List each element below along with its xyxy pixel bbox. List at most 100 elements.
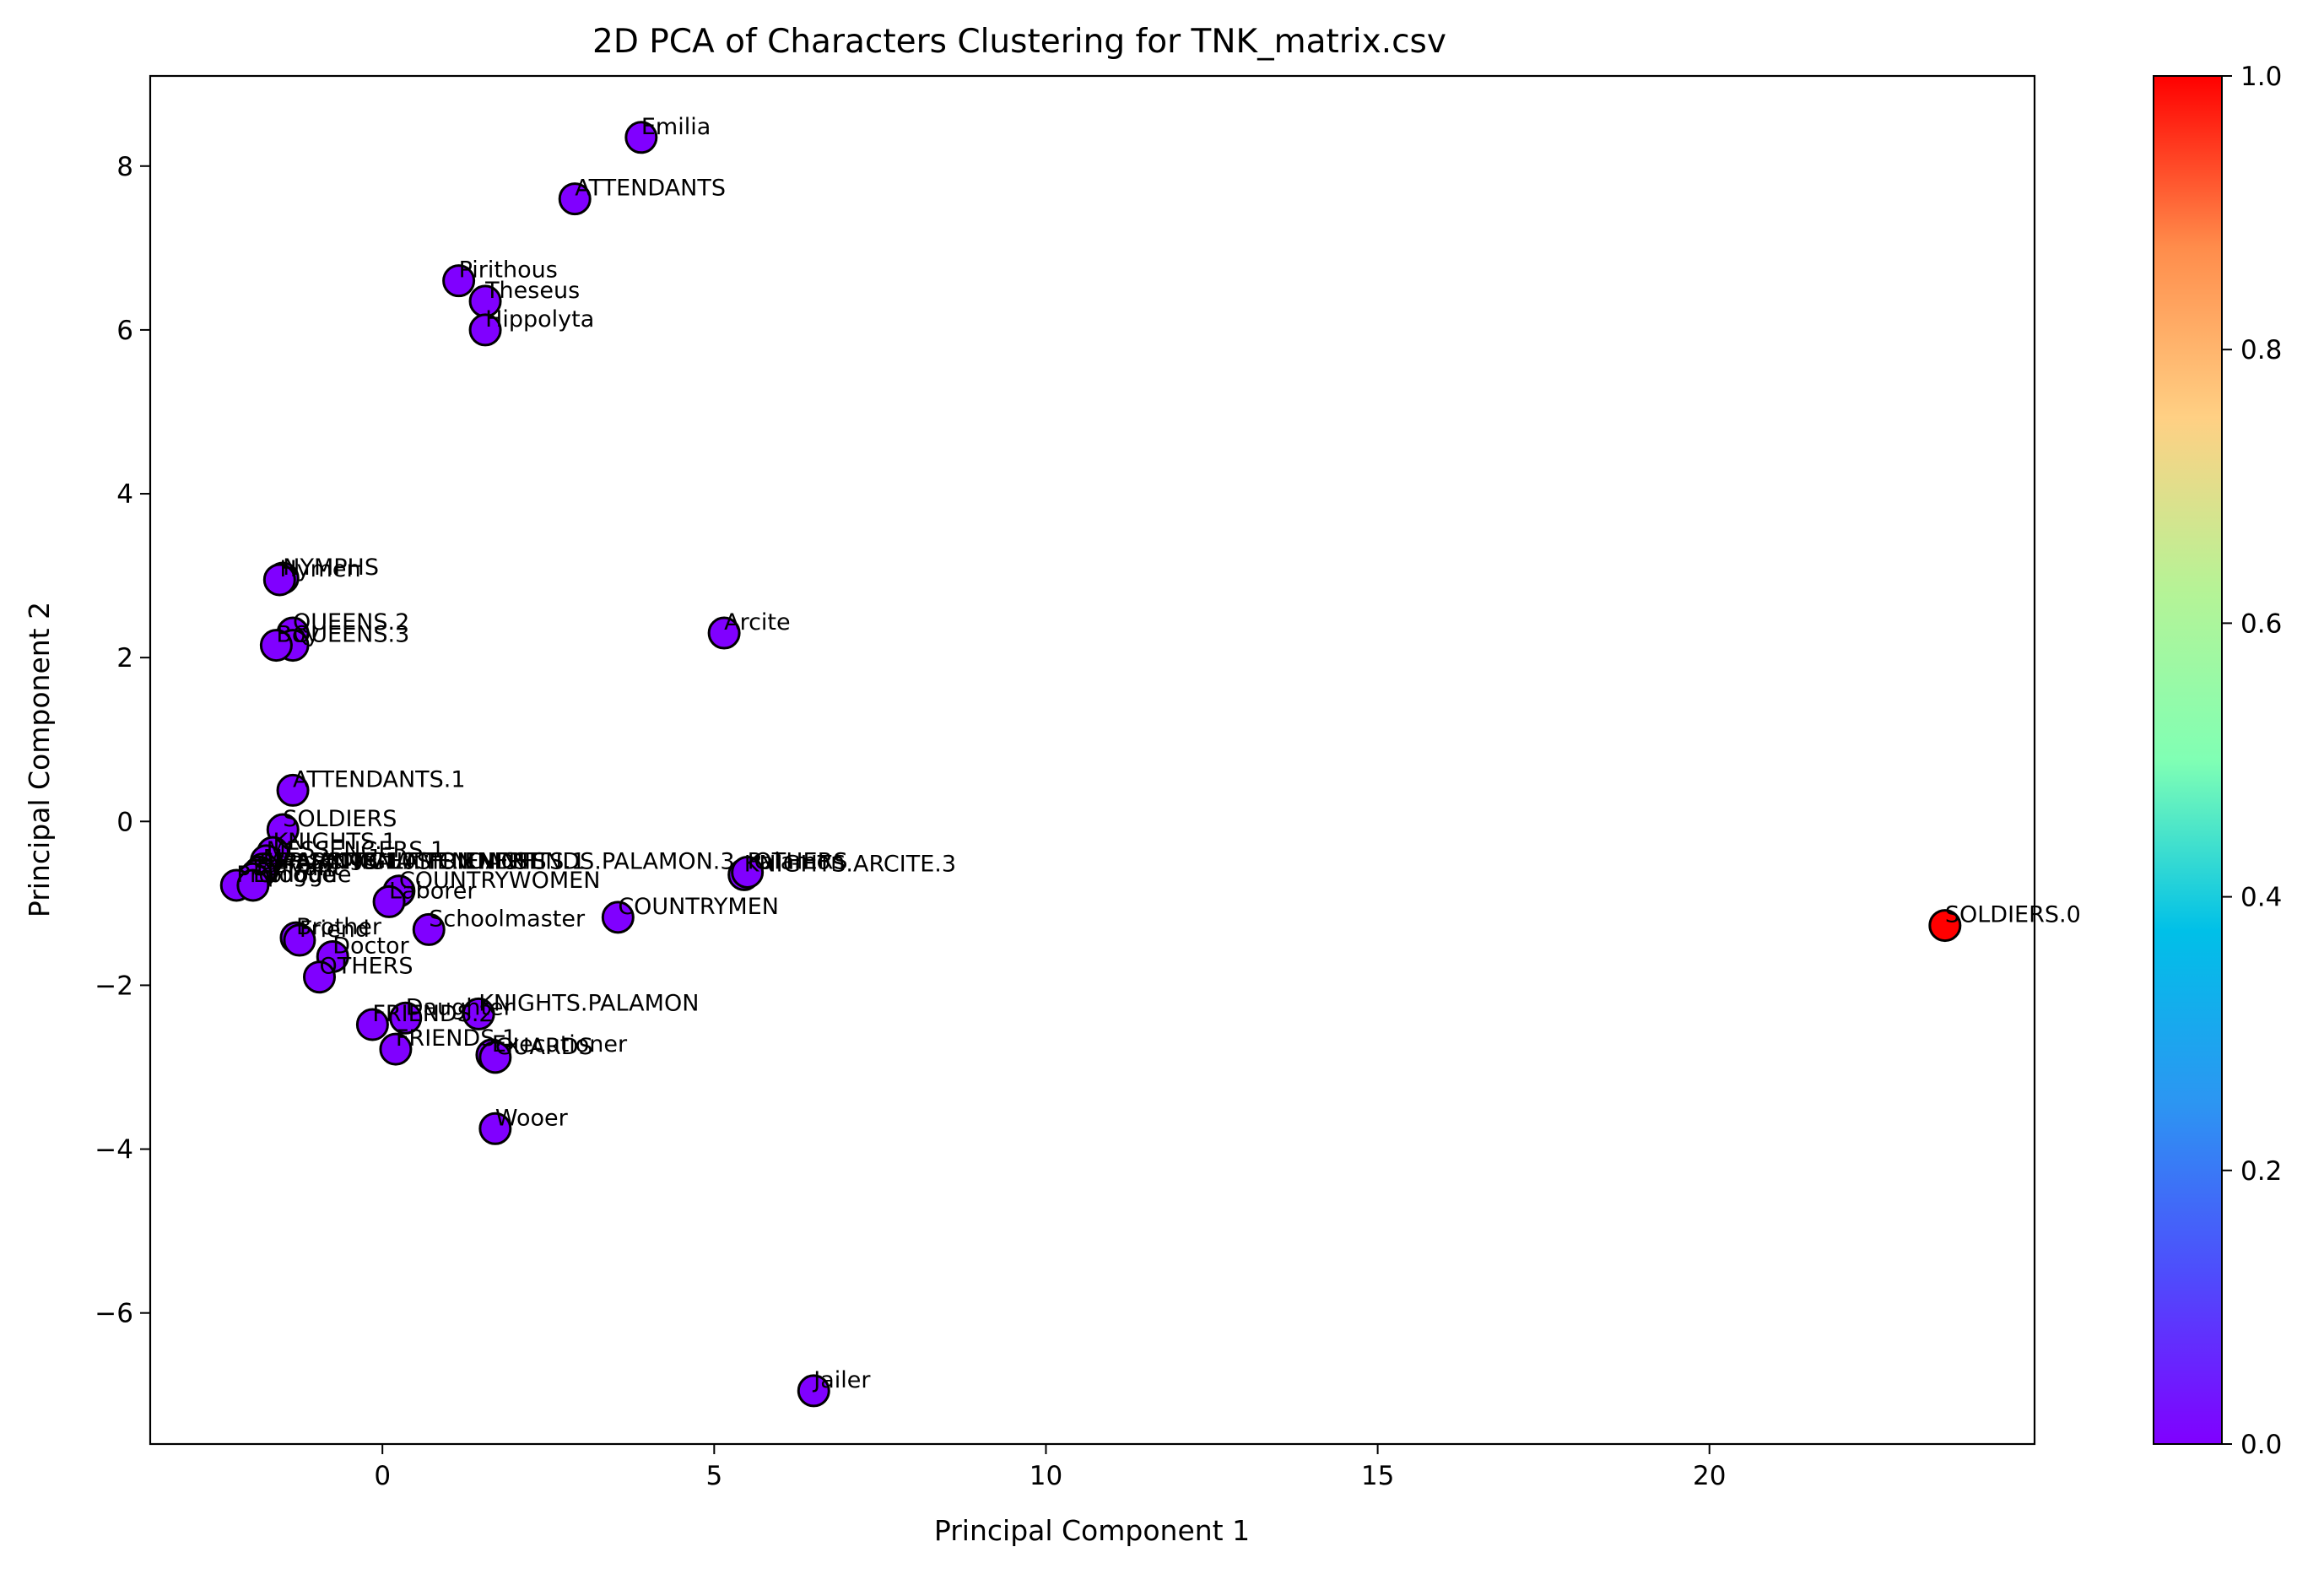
point-label: MESSENGERS.1 <box>267 837 446 863</box>
colorbar-tick-label: 1.0 <box>2240 62 2282 92</box>
y-tick-label: −6 <box>95 1299 133 1329</box>
point-label: Arcite <box>724 609 791 636</box>
y-tick-label: 4 <box>116 479 133 510</box>
point-label: Epilogue <box>253 862 352 888</box>
y-tick-label: 8 <box>116 152 133 182</box>
scatter-point <box>276 773 310 807</box>
point-label: Pirithous <box>459 257 558 284</box>
scatter-point <box>797 1374 830 1408</box>
plot-frame <box>149 74 2036 1446</box>
y-tick-label: 6 <box>116 316 133 346</box>
point-label: Brother <box>296 914 382 940</box>
point-label: NYMPHS <box>283 554 379 581</box>
x-tick-label: 5 <box>705 1461 722 1491</box>
y-tick-label: 0 <box>116 807 133 837</box>
scatter-point <box>236 868 270 902</box>
scatter-point <box>283 923 316 957</box>
scatter-point <box>302 960 336 994</box>
plot-area: Emilia ATTENDANTS PirithousTheseusHippolyt… <box>219 114 2081 1408</box>
y-axis-label: Principal Component 2 <box>23 602 56 917</box>
scatter-point <box>259 629 293 663</box>
colorbar-tick-label: 0.8 <box>2240 335 2282 365</box>
point-label: Boy <box>276 622 319 648</box>
point-label: Emilia <box>641 114 711 140</box>
scatter-point <box>1928 909 1962 943</box>
point-label: FRIENDS.1 <box>396 1025 516 1052</box>
scatter-point <box>478 1112 512 1145</box>
scatter-point <box>468 313 502 347</box>
point-label: Wooer <box>495 1105 569 1131</box>
point-label: Hymen <box>279 556 360 582</box>
scatter-point <box>355 1008 389 1041</box>
point-label: Daughter <box>406 994 514 1020</box>
colorbar-tick-label: 0.4 <box>2240 883 2282 913</box>
point-label: Friend <box>300 917 370 943</box>
point-label: Palamon <box>748 848 846 874</box>
point-label: ARCITE.1 <box>296 848 399 874</box>
point-label: QUEENS.2 <box>293 609 409 636</box>
point-label: Prologue <box>236 862 336 888</box>
point-label: FRIENDS.PALAMON.3 <box>495 848 735 874</box>
x-axis-label: Principal Component 1 <box>934 1514 1250 1547</box>
scatter-point <box>372 884 406 918</box>
scatter-point <box>731 855 765 889</box>
scatter-point <box>389 1001 423 1035</box>
point-label: Servant <box>253 855 342 881</box>
colorbar-tick-label: 0.6 <box>2240 609 2282 639</box>
colorbar-tick-label: 0.0 <box>2240 1430 2282 1460</box>
scatter-point <box>478 1041 512 1074</box>
point-label: SOLDIERS.0 <box>1945 902 2081 928</box>
x-tick-label: 10 <box>1030 1461 1062 1491</box>
point-label: PALAMON.0 <box>283 848 416 874</box>
point-label: Executioner <box>492 1031 628 1057</box>
point-label: KNIGHTS.1 <box>462 848 586 874</box>
point-label: QUEENS.3 <box>293 622 409 648</box>
colorbar-gradient <box>2153 75 2223 1445</box>
point-label: FRIENDS <box>429 848 527 874</box>
point-label: ATTENDANTS <box>575 176 726 202</box>
point-label: Messenger <box>263 846 388 872</box>
colorbar-ticks: 0.0 0.2 0.4 0.6 0.8 1.0 <box>2222 62 2282 1460</box>
point-label: Hippolyta <box>485 306 594 333</box>
point-label: GUARDS <box>495 1034 593 1060</box>
scatter-point <box>624 121 658 154</box>
y-tick-label: −2 <box>95 971 133 1001</box>
point-label: COUNTRYWOMEN <box>399 868 601 894</box>
point-label: Schoolmaster <box>429 906 586 932</box>
point-label: KNIGHTS.PALAMON <box>478 990 699 1016</box>
point-label: Theseus <box>484 278 580 304</box>
point-label: Doctor <box>332 933 409 959</box>
point-label: PALAMON <box>363 848 474 874</box>
x-tick-label: 20 <box>1693 1461 1726 1491</box>
point-label: Herald <box>257 852 332 878</box>
scatter-point <box>558 182 592 216</box>
y-axis-ticks: −6 −4 −2 0 2 4 6 8 <box>95 152 150 1329</box>
scatter-point <box>601 901 635 934</box>
chart-title: 2D PCA of Characters Clustering for TNK_… <box>592 23 1446 61</box>
point-label: ATTENDANTS <box>396 848 547 874</box>
scatter-point <box>707 616 741 650</box>
x-tick-label: 15 <box>1361 1461 1394 1491</box>
scatter-point <box>412 912 446 946</box>
point-label: FRIENDS.2 <box>372 1001 493 1027</box>
scatter-point <box>462 997 495 1030</box>
point-label: KNIGHTS.1 <box>273 829 396 855</box>
y-tick-label: 2 <box>116 643 133 673</box>
point-label: SERVANTS <box>260 848 379 874</box>
colorbar-tick-label: 0.2 <box>2240 1156 2282 1187</box>
x-tick-label: 0 <box>374 1461 391 1491</box>
point-label: OTHERS <box>754 848 848 874</box>
scatter-point <box>379 1032 413 1066</box>
point-label: ATTENDANTS.1 <box>293 766 466 792</box>
colorbar: 0.0 0.2 0.4 0.6 0.8 1.0 <box>2153 62 2282 1460</box>
point-label: KNIGHTS <box>329 848 431 874</box>
point-label: OTHERS <box>319 954 413 980</box>
point-label: SOLDIERS <box>283 806 397 832</box>
y-tick-label: −4 <box>95 1135 133 1166</box>
x-axis-ticks: 0 5 10 15 20 <box>374 1444 1726 1491</box>
point-label: COUNTRYMEN <box>618 894 779 920</box>
point-label: Jailer <box>812 1367 871 1393</box>
point-label: Laborer <box>389 878 477 904</box>
point-label: KNIGHTS.ARCITE.3 <box>744 851 956 877</box>
